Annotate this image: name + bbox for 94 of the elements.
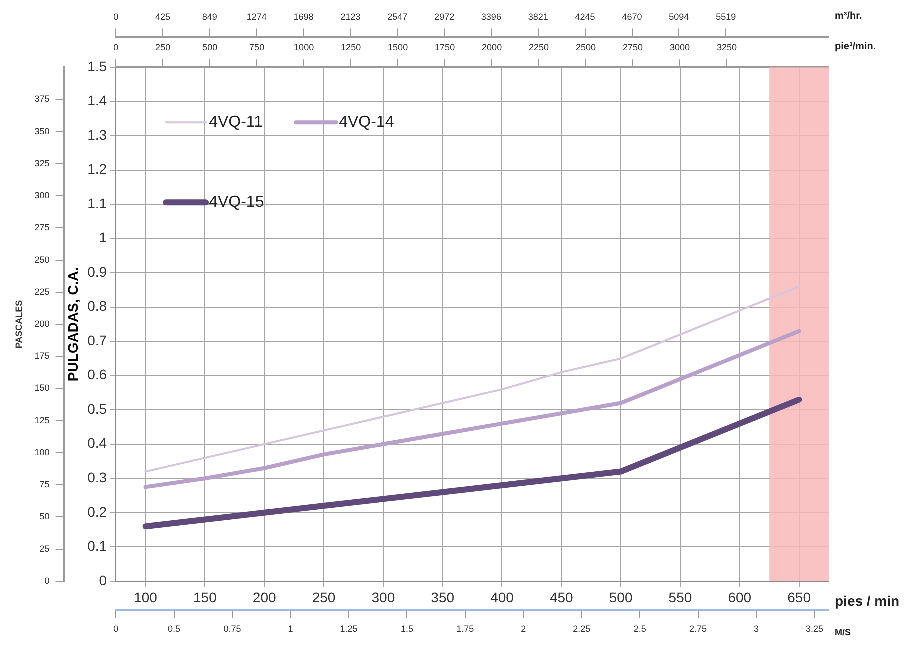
text: 1000 [294,42,314,53]
y-tick-label: 1 [99,230,108,246]
x-tick-label: 400 [490,590,514,606]
y-tick-label: 0.7 [88,332,108,348]
y-tick-label: 0.6 [88,366,108,383]
x-tick-label: 450 [550,590,574,606]
x-tick-label: 250 [312,590,336,606]
x-tick-label: 350 [431,590,455,606]
text: 0.75 [224,624,242,634]
x-tick-label: 200 [252,590,276,606]
x2-tick-label: 849 [202,12,218,22]
text: 3250 [717,42,738,53]
y-tick-label: 0.4 [88,435,108,452]
text: 2.5 [634,624,646,634]
legend-label: 4VQ-15 [209,194,264,212]
y3-tick-label: 75 [40,480,50,490]
text: 3 [754,624,760,634]
text: 1.75 [456,624,474,634]
x-tick-label: 300 [372,590,396,606]
text: 1750 [435,42,456,53]
y3-tick-label: 275 [34,222,50,233]
x-tick-label: 500 [609,590,633,606]
x-tick-label: 150 [194,590,218,606]
y3-tick-label: 300 [34,190,50,201]
y-tick-label: 1.3 [88,126,108,143]
text: 2.75 [690,624,708,634]
y-tick-label: 1.4 [88,92,108,109]
y3-tick-label: 125 [34,415,50,426]
text: 500 [202,42,218,53]
text: 2250 [529,42,550,53]
x2-tick-label: 1274 [246,12,267,22]
y-tick-label: 1.2 [88,161,108,178]
y3-tick-label: 175 [34,351,50,362]
x2-tick-label: 3821 [528,12,548,22]
x2-tick-label: 5094 [669,12,690,22]
y-tick-label: 0 [99,572,108,588]
text: 1.5 [400,624,414,634]
x-tick-label: 100 [134,590,158,606]
y3-tick-label: 225 [34,286,50,297]
text: 2000 [482,42,502,53]
y-axis-title: PULGADAS, C.A. [65,267,82,382]
text: 0 [114,624,119,634]
y-tick-label: 1.1 [88,195,108,212]
y3-tick-label: 325 [34,158,50,168]
x2-tick-label: 4670 [622,12,642,22]
y3-tick-label: 150 [34,383,50,394]
y-tick-label: 0.1 [88,538,108,554]
x2-tick-label: 5519 [716,12,736,22]
y3-tick-label: 200 [34,318,50,329]
y3-tick-label: 100 [34,447,50,458]
x2-tick-label: 0 [114,12,119,22]
y3-tick-label: 0 [44,576,50,586]
text: 1250 [341,42,362,53]
y3-tick-label: 50 [40,512,50,522]
text: 750 [250,42,265,53]
y3-tick-label: 350 [34,126,50,136]
text: 2 [521,624,526,634]
x2-tick-label: 3396 [481,12,502,22]
x2-axis-title: m³/hr. [835,10,862,22]
text: 2750 [623,42,644,53]
text: 0.5 [168,624,181,634]
x2-tick-label: 4245 [575,12,596,22]
text: M/S [835,627,852,638]
y-tick-label: 0.8 [88,298,108,314]
y3-tick-label: 375 [34,94,50,104]
text: 0 [114,42,119,53]
y3-tick-label: 250 [34,254,50,265]
text: 3.25 [806,624,824,634]
x2-tick-label: 2972 [434,12,455,22]
y3-tick-label: 25 [40,544,50,554]
text: 250 [156,42,171,53]
x2-tick-label: 2123 [340,12,361,22]
x-axis-title: pies / min [835,593,900,610]
x2-tick-label: 2547 [388,12,408,22]
text: 2500 [576,42,596,53]
text: 3000 [670,42,690,53]
legend-label: 4VQ-11 [209,114,264,132]
x2-tick-label: 1698 [294,12,314,22]
y-tick-label: 0.3 [88,470,108,486]
x-tick-label: 650 [788,590,812,606]
y3-axis-title: PASCALES [14,300,24,349]
legend-label: 4VQ-14 [339,114,394,132]
y-tick-label: 0.5 [88,400,108,417]
text: 1 [288,624,294,634]
y-tick-label: 0.9 [88,264,108,280]
x2-tick-label: 425 [156,12,171,22]
text: 1500 [388,42,408,53]
text: 1.25 [340,624,358,634]
text: 2.25 [573,624,591,634]
text: pie³/min. [835,42,876,53]
x-tick-label: 600 [728,590,752,606]
y-tick-label: 1.5 [88,58,108,74]
x-tick-label: 550 [668,590,692,606]
y-tick-label: 0.2 [88,504,108,520]
